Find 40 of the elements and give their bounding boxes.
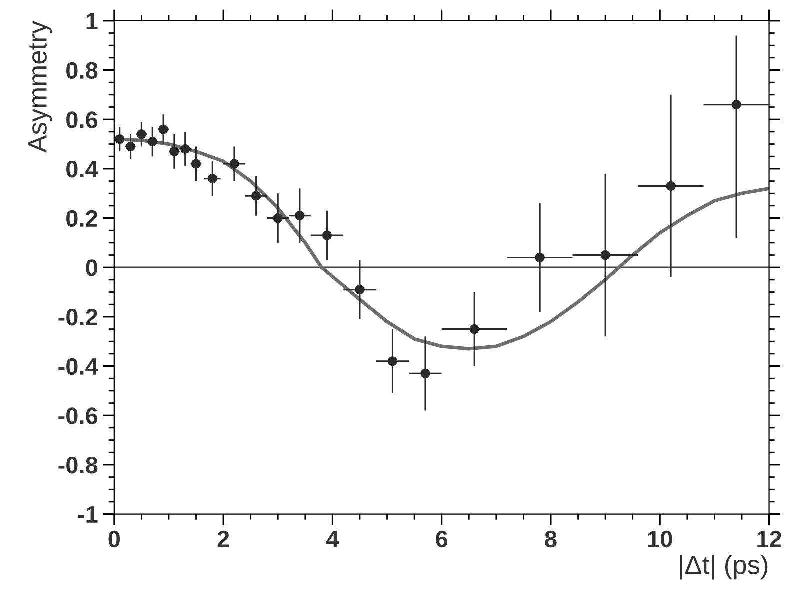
point — [600, 250, 610, 260]
point — [470, 324, 480, 334]
point — [273, 213, 283, 224]
y-tick-label: 0.2 — [66, 210, 98, 228]
point — [388, 356, 398, 366]
y-tick-label: -1 — [78, 506, 98, 523]
y-tick-label: -0.8 — [58, 457, 98, 474]
y-tick-label: 0.6 — [66, 112, 98, 128]
x-tick-label: 2 — [218, 530, 230, 548]
x-axis-title: |Δt| (ps) — [680, 555, 768, 580]
y-tick-label: 0.8 — [66, 62, 98, 80]
point — [732, 100, 742, 110]
point — [420, 368, 430, 379]
y-tick-label: 0 — [86, 260, 98, 276]
point — [535, 252, 545, 263]
y-tick-label: 1 — [86, 13, 98, 30]
y-tick-label: 0.4 — [66, 161, 98, 178]
point — [126, 142, 136, 152]
y-tick-label: -0.6 — [58, 408, 98, 424]
point — [230, 159, 240, 169]
point — [136, 130, 147, 140]
point — [115, 134, 125, 144]
point — [208, 174, 218, 184]
point — [666, 181, 676, 192]
y-axis-title: Asymmetry — [28, 20, 52, 153]
x-tick-label: 12 — [758, 530, 782, 548]
y-tick-label: -0.4 — [58, 358, 98, 376]
point — [158, 124, 168, 134]
point — [355, 284, 365, 295]
point — [191, 159, 202, 169]
y-tick-label: -0.2 — [58, 309, 98, 326]
x-tick-label: 10 — [648, 530, 672, 548]
x-tick-label: 0 — [108, 530, 120, 548]
point — [322, 230, 332, 240]
point — [295, 210, 305, 221]
x-tick-label: 8 — [545, 530, 557, 548]
x-tick-label: 6 — [436, 530, 448, 548]
point — [148, 136, 158, 147]
point — [251, 191, 262, 201]
x-tick-label: 4 — [326, 531, 340, 548]
